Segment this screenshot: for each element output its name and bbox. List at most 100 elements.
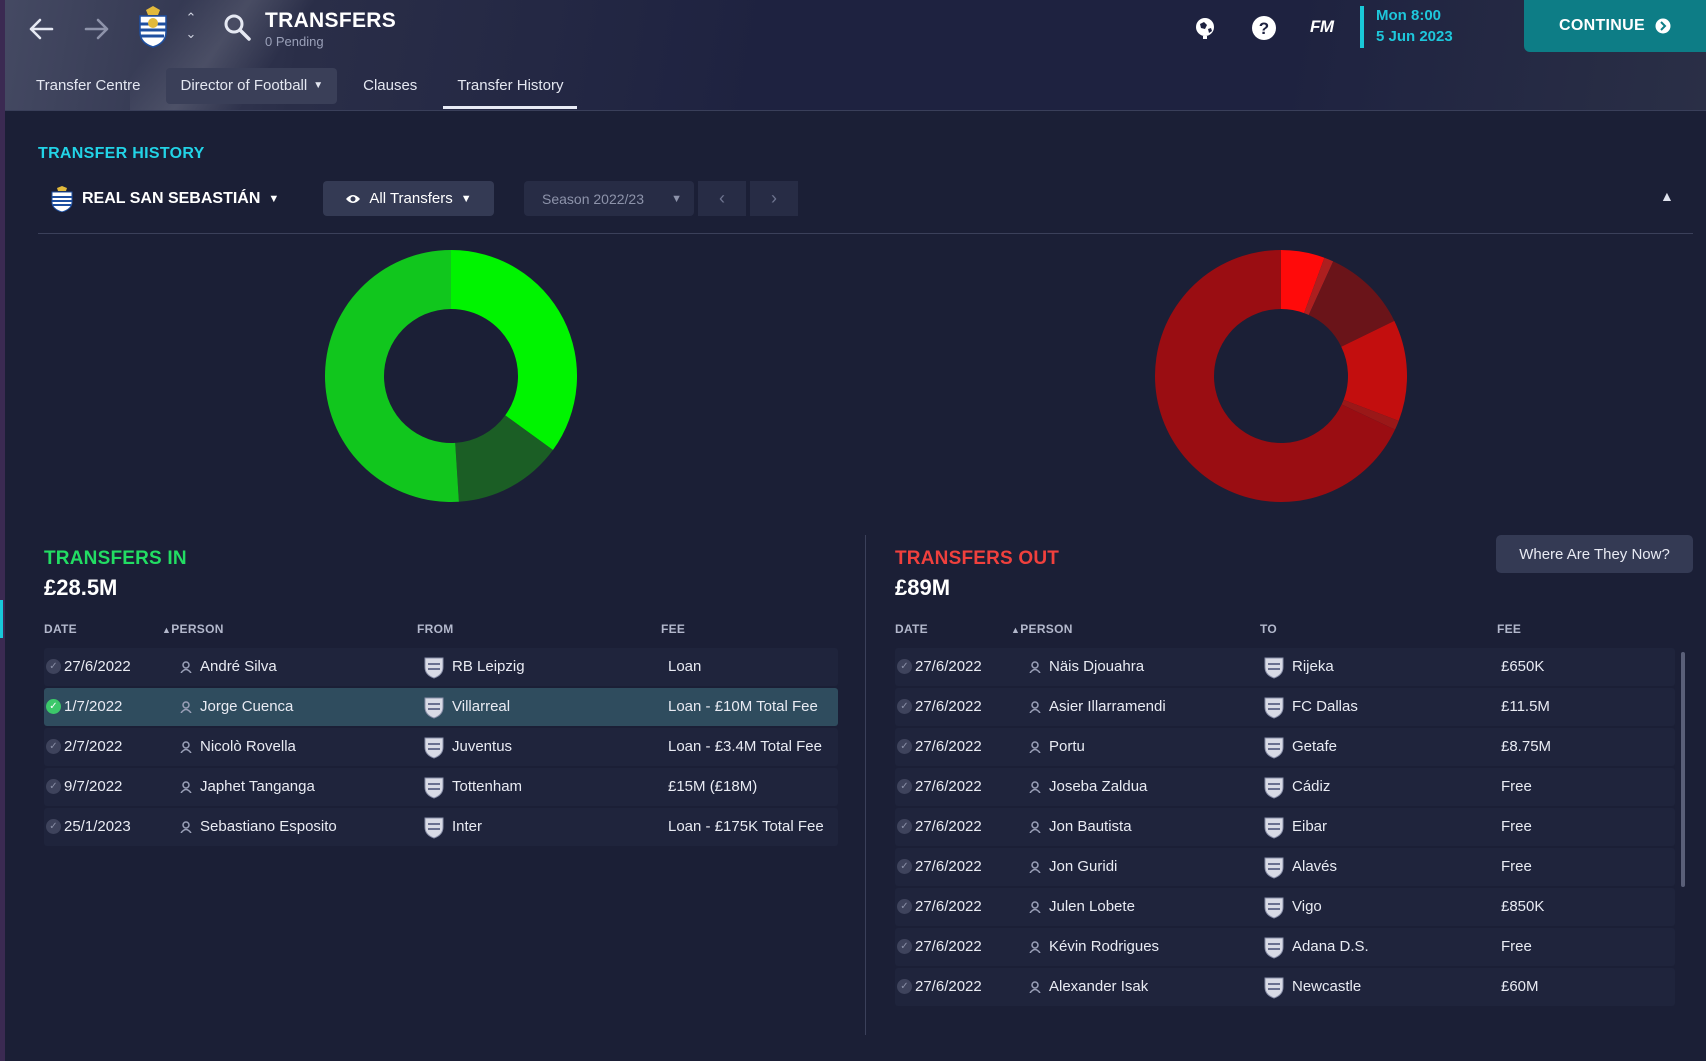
column-header-to[interactable]: TO [1260, 622, 1278, 636]
club-name[interactable]: RB Leipzig [452, 658, 525, 675]
transfers-out-slice[interactable] [1281, 250, 1325, 314]
person-name[interactable]: Jon Bautista [1049, 818, 1132, 835]
transfers-out-slice[interactable] [1304, 257, 1334, 316]
person-name[interactable]: Näis Djouahra [1049, 658, 1145, 675]
club-crest-icon[interactable] [136, 6, 170, 48]
club-name[interactable]: Villarreal [452, 698, 511, 715]
transfer-filter-dropdown[interactable]: All Transfers ▼ [323, 181, 494, 216]
checkbox-icon[interactable]: ✓ [897, 779, 912, 794]
person-name[interactable]: Julen Lobete [1049, 898, 1135, 915]
table-row[interactable]: ✓ 1/7/2022 Jorge Cuenca Villarreal Loan - £1… [44, 688, 838, 726]
table-row[interactable]: ✓ 27/6/2022 André Silva RB Leipzig Loan [44, 648, 838, 686]
person-name[interactable]: Asier Illarramendi [1049, 698, 1166, 715]
club-name[interactable]: Newcastle [1292, 978, 1362, 995]
person-name[interactable]: Japhet Tanganga [200, 778, 315, 795]
person-name[interactable]: Jon Guridi [1049, 858, 1118, 875]
club-name[interactable]: Juventus [452, 738, 513, 755]
table-row[interactable]: ✓ 27/6/2022 Asier Illarramendi FC Dallas £11… [895, 688, 1675, 726]
transfers-in-slice[interactable] [455, 415, 553, 502]
football-globe-icon[interactable] [1192, 15, 1218, 41]
column-header-person[interactable]: ▲PERSON [162, 622, 224, 636]
club-stepper-icon[interactable]: ⌃ ⌄ [185, 10, 197, 41]
transfers-in-slice[interactable] [325, 250, 459, 502]
scrollbar[interactable] [1681, 652, 1685, 887]
club-name[interactable]: Vigo [1292, 898, 1322, 915]
club-name[interactable]: Tottenham [452, 778, 523, 795]
tab-transfer-history[interactable]: Transfer History [443, 68, 578, 109]
person-name[interactable]: Nicolò Rovella [200, 738, 296, 755]
club-name[interactable]: Inter [452, 818, 483, 835]
club-name[interactable]: Alavés [1292, 858, 1338, 875]
checkbox-icon[interactable]: ✓ [46, 779, 61, 794]
checkbox-icon[interactable]: ✓ [46, 819, 61, 834]
next-season-button[interactable]: › [750, 181, 798, 216]
club-name[interactable]: Getafe [1292, 738, 1338, 755]
table-row[interactable]: ✓ 27/6/2022 Julen Lobete Vigo £850K [895, 888, 1675, 926]
column-header-date[interactable]: DATE [44, 622, 77, 636]
continue-button[interactable]: CONTINUE [1524, 0, 1706, 52]
checkbox-icon[interactable]: ✓ [897, 859, 912, 874]
column-header-date[interactable]: DATE [895, 622, 928, 636]
checkbox-icon[interactable]: ✓ [897, 699, 912, 714]
checkbox-icon[interactable]: ✓ [46, 659, 61, 674]
header-label: PERSON [171, 622, 224, 636]
table-row[interactable]: ✓ 27/6/2022 Näis Djouahra Rijeka £650K [895, 648, 1675, 686]
forward-arrow-icon[interactable] [80, 12, 114, 46]
checkbox-icon[interactable]: ✓ [46, 699, 61, 714]
checkbox-icon[interactable]: ✓ [897, 659, 912, 674]
person-name[interactable]: André Silva [200, 658, 277, 675]
tab-transfer-centre[interactable]: Transfer Centre [22, 68, 154, 104]
club-name[interactable]: Eibar [1292, 818, 1328, 835]
person-name[interactable]: Alexander Isak [1049, 978, 1149, 995]
person-name[interactable]: Portu [1049, 738, 1085, 755]
transfers-out-slice[interactable] [1308, 261, 1395, 347]
checkbox-icon[interactable]: ✓ [897, 939, 912, 954]
column-header-person[interactable]: ▲PERSON [1011, 622, 1073, 636]
checkbox-icon[interactable]: ✓ [897, 739, 912, 754]
where-are-they-now-button[interactable]: Where Are They Now? [1496, 535, 1693, 573]
club-name[interactable]: Adana D.S. [1292, 938, 1369, 955]
club-dropdown[interactable]: REAL SAN SEBASTIÁN ▼ [50, 186, 279, 212]
back-arrow-icon[interactable] [24, 12, 58, 46]
tab-clauses[interactable]: Clauses [349, 68, 431, 104]
club-name[interactable]: Cádiz [1292, 778, 1331, 795]
column-header-fee[interactable]: FEE [661, 622, 686, 636]
previous-season-button[interactable]: ‹ [698, 181, 746, 216]
tab-director-of-football[interactable]: Director of Football ▼ [166, 68, 338, 104]
checkbox-icon[interactable]: ✓ [46, 739, 61, 754]
transfers-out-slice[interactable] [1155, 250, 1396, 502]
table-row[interactable]: ✓ 27/6/2022 Jon Guridi Alavés Free [895, 848, 1675, 886]
table-row[interactable]: ✓ 2/7/2022 Nicolò Rovella Juventus Loan - £3… [44, 728, 838, 766]
transfers-out-slice[interactable] [1341, 399, 1399, 430]
column-header-from[interactable]: FROM [417, 622, 454, 636]
club-name[interactable]: Rijeka [1292, 658, 1334, 675]
person-name[interactable]: Jorge Cuenca [200, 698, 294, 715]
table-row[interactable]: ✓ 27/6/2022 Kévin Rodrigues Adana D.S. Free [895, 928, 1675, 966]
checkbox-icon[interactable]: ✓ [897, 819, 912, 834]
pending-count: 0 Pending [265, 34, 324, 49]
table-row[interactable]: ✓ 27/6/2022 Joseba Zaldua Cádiz Free [895, 768, 1675, 806]
table-row[interactable]: ✓ 27/6/2022 Alexander Isak Newcastle £60M [895, 968, 1675, 1006]
checkbox-icon[interactable]: ✓ [897, 979, 912, 994]
person-icon [1029, 701, 1041, 713]
table-row[interactable]: ✓ 9/7/2022 Japhet Tanganga Tottenham £15M (£… [44, 768, 838, 806]
help-icon[interactable]: ? [1251, 15, 1277, 41]
transfers-out-table: ✓ 27/6/2022 Näis Djouahra Rijeka £650K ✓ 27/6/… [895, 648, 1675, 1008]
transfers-in-slice[interactable] [451, 250, 577, 451]
search-icon[interactable] [222, 12, 252, 42]
game-date: 5 Jun 2023 [1376, 28, 1453, 45]
fm-logo[interactable]: FM [1310, 17, 1334, 36]
club-name[interactable]: FC Dallas [1292, 698, 1358, 715]
chevron-down-icon: ▼ [460, 192, 472, 205]
table-row[interactable]: ✓ 27/6/2022 Jon Bautista Eibar Free [895, 808, 1675, 846]
season-dropdown[interactable]: Season 2022/23 ▼ [524, 181, 694, 216]
collapse-icon[interactable]: ▲ [1660, 188, 1674, 204]
person-name[interactable]: Joseba Zaldua [1049, 778, 1148, 795]
transfers-out-slice[interactable] [1341, 320, 1407, 421]
table-row[interactable]: ✓ 27/6/2022 Portu Getafe £8.75M [895, 728, 1675, 766]
person-name[interactable]: Sebastiano Esposito [200, 818, 337, 835]
person-name[interactable]: Kévin Rodrigues [1049, 938, 1160, 955]
column-header-fee[interactable]: FEE [1497, 622, 1522, 636]
checkbox-icon[interactable]: ✓ [897, 899, 912, 914]
table-row[interactable]: ✓ 25/1/2023 Sebastiano Esposito Inter Loan -… [44, 808, 838, 846]
